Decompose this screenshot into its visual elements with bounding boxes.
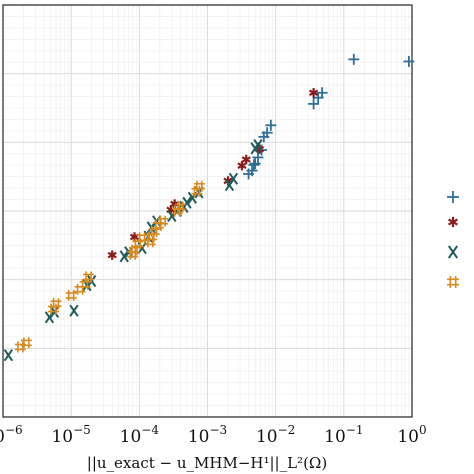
data-points: [3, 53, 415, 362]
x-tick-label: 10−4: [120, 423, 160, 447]
data-point-star-marker: [308, 88, 319, 98]
data-point-hash-marker: [47, 303, 59, 315]
data-point-star-marker: [241, 154, 251, 165]
x-tick-label: 100: [397, 423, 426, 447]
data-point-plus-marker: [348, 53, 360, 65]
data-point-plus-marker: [312, 92, 324, 104]
legend-x-marker: [447, 245, 459, 259]
data-point-x-marker: [3, 349, 14, 362]
data-point-star-marker: [107, 250, 117, 260]
data-point-x-marker: [179, 200, 189, 213]
data-point-x-marker: [119, 250, 129, 263]
data-point-hash-marker: [191, 185, 203, 197]
legend-plus-marker: [447, 191, 459, 203]
data-point-hash-marker: [174, 201, 186, 213]
data-point-plus-marker: [265, 119, 277, 131]
grid: [2, 4, 412, 418]
data-point-x-marker: [44, 311, 55, 324]
data-point-hash-marker: [74, 283, 86, 295]
data-point-plus-marker: [403, 55, 415, 67]
data-point-plus-marker: [258, 131, 270, 143]
data-point-star-marker: [237, 161, 247, 171]
x-tick-label: 10−3: [188, 423, 227, 447]
data-point-x-marker: [250, 142, 260, 155]
data-point-hash-marker: [65, 289, 77, 301]
x-tick-label: 10−6: [0, 423, 23, 447]
data-point-hash-marker: [171, 205, 183, 217]
data-point-hash-marker: [20, 337, 32, 349]
x-tick-labels: 10−6 10−5 10−4 10−3 10−2 10−1 100: [0, 423, 427, 447]
data-point-plus-marker: [243, 168, 255, 180]
data-point-hash-marker: [132, 238, 144, 250]
data-point-hash-marker: [83, 271, 95, 283]
legend-hash-marker: [447, 276, 459, 288]
data-point-plus-marker: [248, 159, 260, 171]
data-point-x-marker: [69, 304, 79, 317]
data-point-hash-marker: [14, 341, 26, 353]
x-tick-label: 10−2: [256, 423, 295, 447]
data-point-plus-marker: [308, 98, 320, 110]
x-tick-label: 10−1: [324, 423, 363, 447]
data-point-hash-marker: [129, 244, 141, 256]
x-tick-label: 10−5: [51, 423, 90, 447]
data-point-x-marker: [224, 178, 235, 192]
legend: [447, 191, 459, 288]
data-point-plus-marker: [249, 158, 261, 170]
legend-star-marker: [448, 216, 458, 228]
x-axis-label: ||u_exact − u_MHM−H¹||_L²(Ω): [87, 454, 327, 472]
plot-frame: [2, 4, 413, 418]
data-point-hash-marker: [144, 236, 156, 248]
data-point-hash-marker: [127, 248, 139, 260]
